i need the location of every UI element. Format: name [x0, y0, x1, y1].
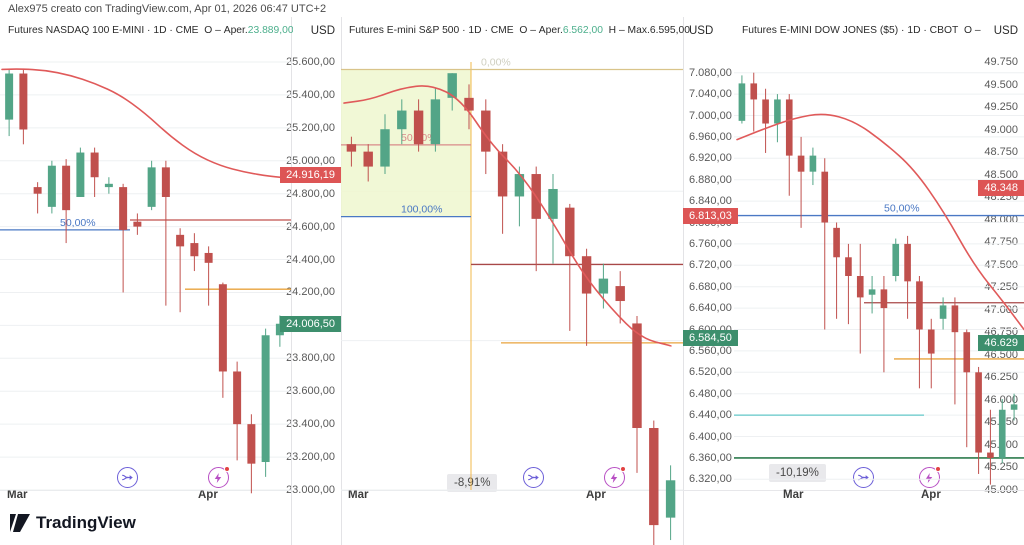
svg-text:50,00%: 50,00%: [60, 217, 96, 229]
svg-text:50,00%: 50,00%: [884, 203, 920, 215]
svg-text:100,00%: 100,00%: [401, 204, 442, 216]
svg-text:0,00%: 0,00%: [481, 56, 511, 68]
